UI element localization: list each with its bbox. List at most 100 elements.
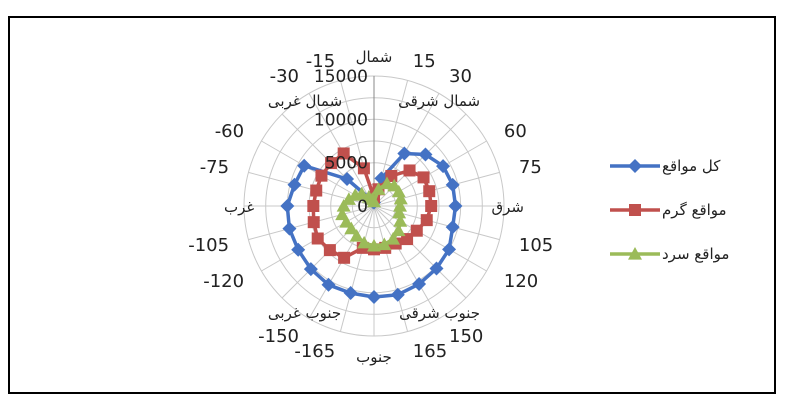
angle-label: شرق: [492, 198, 524, 216]
legend-item: مواقع سرد: [610, 245, 729, 263]
data-point: [338, 251, 351, 264]
data-point: [325, 157, 338, 170]
legend-marker: [628, 247, 642, 260]
data-point: [390, 287, 405, 302]
data-point: [357, 162, 370, 175]
angle-label: -165: [294, 341, 335, 362]
legend-marker: [628, 159, 642, 173]
angle-label: 165: [413, 341, 447, 362]
grid-spoke: [373, 140, 487, 207]
angle-label: جنوب غربی: [268, 304, 341, 322]
angle-label: -15: [306, 51, 335, 72]
data-point: [391, 184, 406, 198]
angle-label: -120: [203, 271, 244, 292]
legend-item: کل مواقع: [610, 157, 721, 175]
grid-spoke: [373, 171, 500, 207]
angle-label: جنوب شرقی: [399, 304, 480, 322]
radial-tick-label: 10000: [314, 110, 368, 130]
data-point: [307, 200, 320, 212]
grid-spoke: [373, 205, 467, 299]
angle-label: -60: [215, 121, 244, 142]
data-point: [420, 214, 433, 227]
data-point: [287, 177, 302, 192]
data-point: [282, 221, 297, 236]
data-point: [397, 146, 412, 161]
angle-label: 15: [413, 51, 436, 72]
data-point: [323, 244, 336, 257]
data-point: [321, 277, 336, 292]
angle-label: -75: [200, 157, 229, 178]
radial-tick-label: 5000: [325, 154, 368, 174]
data-point: [445, 177, 460, 192]
legend-item: مواقع گرم: [610, 201, 727, 219]
data-point: [442, 242, 457, 257]
series-3: [335, 176, 408, 252]
data-point: [445, 220, 460, 235]
data-point: [297, 158, 312, 173]
data-point: [391, 223, 406, 237]
angle-label: 150: [449, 326, 483, 347]
data-point: [315, 169, 328, 182]
data-point: [311, 232, 324, 245]
angle-label: شمال: [356, 48, 393, 66]
legend-marker: [629, 204, 641, 216]
data-point: [349, 229, 364, 242]
data-point: [392, 205, 407, 219]
chart-frame: 0 5000 10000 15000 شمال 15 30 شمال شرقی 60 75 شرق…: [8, 16, 776, 394]
data-point: [339, 215, 354, 228]
data-point: [367, 290, 381, 304]
data-point: [280, 199, 295, 213]
data-point: [371, 182, 386, 195]
radial-tick-labels: 0 5000 10000 15000: [314, 67, 368, 217]
angle-label: غرب: [224, 198, 254, 216]
data-point: [335, 207, 350, 221]
data-point: [336, 199, 351, 212]
data-point: [436, 159, 451, 174]
data-point: [403, 164, 416, 177]
data-point: [354, 186, 369, 200]
data-point: [310, 184, 323, 197]
data-point: [386, 232, 401, 245]
data-point: [343, 286, 358, 301]
legend-label: مواقع گرم: [662, 201, 727, 219]
series-1: [280, 146, 463, 304]
legend-label: مواقع سرد: [662, 245, 729, 263]
data-point: [412, 277, 427, 292]
angle-label: -30: [270, 66, 299, 87]
angle-label: 60: [504, 121, 527, 142]
data-point: [341, 192, 356, 205]
data-point: [448, 199, 463, 213]
data-point: [425, 200, 438, 212]
angle-label: 30: [449, 66, 472, 87]
grid-spoke: [373, 205, 440, 319]
angle-label: شمال شرقی: [398, 92, 480, 110]
data-point: [307, 216, 320, 229]
angle-label: -150: [258, 326, 299, 347]
data-point: [429, 261, 444, 276]
legend: کل مواقع مواقع گرم مواقع سرد: [610, 157, 729, 263]
data-point: [344, 221, 359, 235]
angle-label: -105: [188, 235, 229, 256]
angle-label: 75: [519, 157, 542, 178]
data-point: [337, 147, 350, 160]
radial-tick-label: 15000: [314, 67, 368, 87]
legend-label: کل مواقع: [662, 157, 721, 175]
data-point: [393, 199, 407, 212]
angle-label: شمال غربی: [268, 92, 342, 110]
data-point: [357, 235, 372, 249]
angle-label: 105: [519, 235, 553, 256]
grid-spoke: [373, 205, 409, 332]
data-point: [410, 224, 423, 237]
data-point: [377, 237, 392, 251]
radial-tick-label: 0: [357, 197, 368, 217]
data-point: [303, 262, 318, 277]
data-point: [418, 147, 433, 162]
grid-spoke: [339, 205, 375, 332]
angle-label: جنوب: [356, 348, 392, 366]
radar-series: [280, 146, 463, 304]
data-point: [393, 214, 408, 227]
radar-chart: 0 5000 10000 15000 شمال 15 30 شمال شرقی 60 75 شرق…: [188, 48, 729, 366]
data-point: [393, 191, 408, 205]
data-point: [417, 171, 430, 184]
angle-label: 120: [504, 271, 538, 292]
